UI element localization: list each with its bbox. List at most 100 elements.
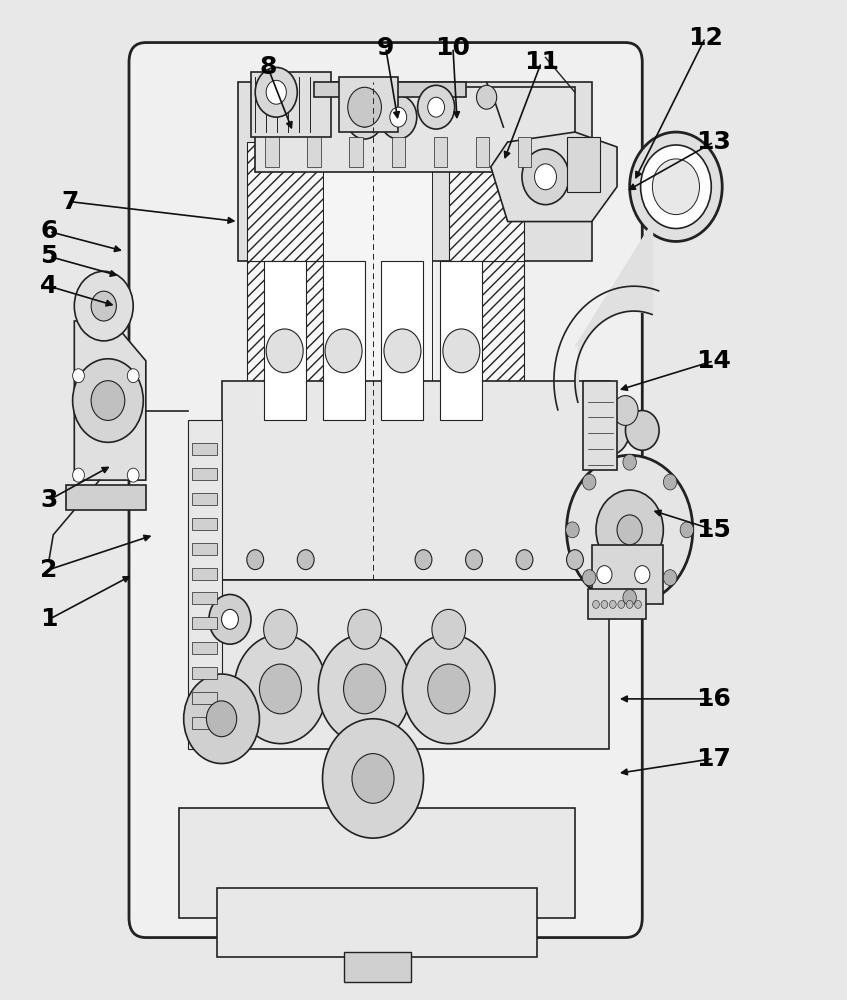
Bar [440, 261, 483, 420]
Bar [192, 518, 218, 530]
Bar [265, 137, 279, 167]
Text: 1: 1 [41, 607, 58, 631]
Circle shape [428, 664, 470, 714]
Circle shape [325, 329, 362, 373]
Circle shape [428, 97, 445, 117]
Bar [192, 717, 218, 729]
Circle shape [73, 369, 85, 383]
Bar [323, 261, 364, 420]
Circle shape [596, 490, 663, 570]
Bar [588, 589, 646, 619]
Circle shape [516, 550, 533, 570]
Text: 9: 9 [377, 36, 395, 60]
Circle shape [617, 600, 624, 608]
Circle shape [613, 396, 638, 425]
Bar [246, 261, 323, 401]
Circle shape [634, 566, 650, 584]
Circle shape [593, 600, 600, 608]
Bar [192, 568, 218, 580]
Circle shape [629, 132, 722, 241]
Bar [449, 261, 524, 401]
Circle shape [610, 600, 616, 608]
Circle shape [259, 664, 302, 714]
Circle shape [318, 634, 411, 744]
Text: 17: 17 [696, 747, 731, 771]
Bar [192, 468, 218, 480]
Bar [518, 137, 531, 167]
Circle shape [443, 329, 480, 373]
Circle shape [583, 570, 596, 586]
Circle shape [184, 674, 259, 764]
Circle shape [418, 85, 455, 129]
Circle shape [73, 468, 85, 482]
Circle shape [534, 164, 556, 190]
Bar [192, 592, 218, 604]
Bar [381, 261, 424, 420]
Circle shape [623, 454, 636, 470]
Circle shape [73, 359, 143, 442]
Circle shape [323, 719, 424, 838]
Circle shape [652, 159, 700, 215]
Circle shape [663, 474, 677, 490]
Circle shape [246, 550, 263, 570]
Bar [391, 137, 405, 167]
Text: 4: 4 [41, 274, 58, 298]
Bar [192, 642, 218, 654]
Circle shape [625, 410, 659, 450]
Circle shape [91, 291, 116, 321]
Text: 15: 15 [696, 518, 731, 542]
Bar [255, 87, 575, 172]
Bar [434, 137, 447, 167]
Bar [263, 261, 306, 420]
Bar [350, 137, 363, 167]
Circle shape [626, 600, 633, 608]
Circle shape [617, 515, 642, 545]
Circle shape [390, 107, 407, 127]
Circle shape [522, 149, 569, 205]
Circle shape [352, 754, 394, 803]
Text: 8: 8 [259, 55, 276, 79]
Text: 16: 16 [696, 687, 731, 711]
Circle shape [566, 522, 579, 538]
Bar [323, 82, 432, 420]
Bar [476, 137, 489, 167]
Text: 11: 11 [523, 50, 559, 74]
Circle shape [357, 107, 373, 127]
Circle shape [634, 600, 641, 608]
Text: 3: 3 [41, 488, 58, 512]
Circle shape [567, 455, 693, 604]
Circle shape [263, 609, 297, 649]
Polygon shape [490, 132, 617, 222]
Circle shape [127, 468, 139, 482]
Bar [314, 82, 466, 97]
Bar [238, 82, 592, 261]
Bar [66, 485, 146, 510]
Circle shape [266, 80, 286, 104]
Circle shape [680, 522, 694, 538]
Bar [246, 142, 323, 261]
Circle shape [344, 664, 385, 714]
Bar [192, 493, 218, 505]
Polygon shape [188, 420, 222, 749]
Bar [192, 692, 218, 704]
Circle shape [601, 600, 608, 608]
Circle shape [75, 271, 133, 341]
Bar [584, 381, 617, 470]
Bar [180, 808, 575, 918]
Bar [192, 667, 218, 679]
Text: 14: 14 [696, 349, 731, 373]
Circle shape [402, 634, 495, 744]
Circle shape [346, 95, 383, 139]
Bar [449, 142, 524, 261]
Polygon shape [75, 321, 146, 480]
Bar [222, 381, 609, 580]
Bar [218, 888, 537, 957]
Circle shape [623, 589, 636, 605]
Circle shape [583, 474, 596, 490]
Circle shape [207, 701, 236, 737]
Circle shape [384, 329, 421, 373]
Bar [592, 545, 663, 604]
Circle shape [91, 381, 125, 420]
Circle shape [432, 609, 466, 649]
Circle shape [379, 95, 417, 139]
